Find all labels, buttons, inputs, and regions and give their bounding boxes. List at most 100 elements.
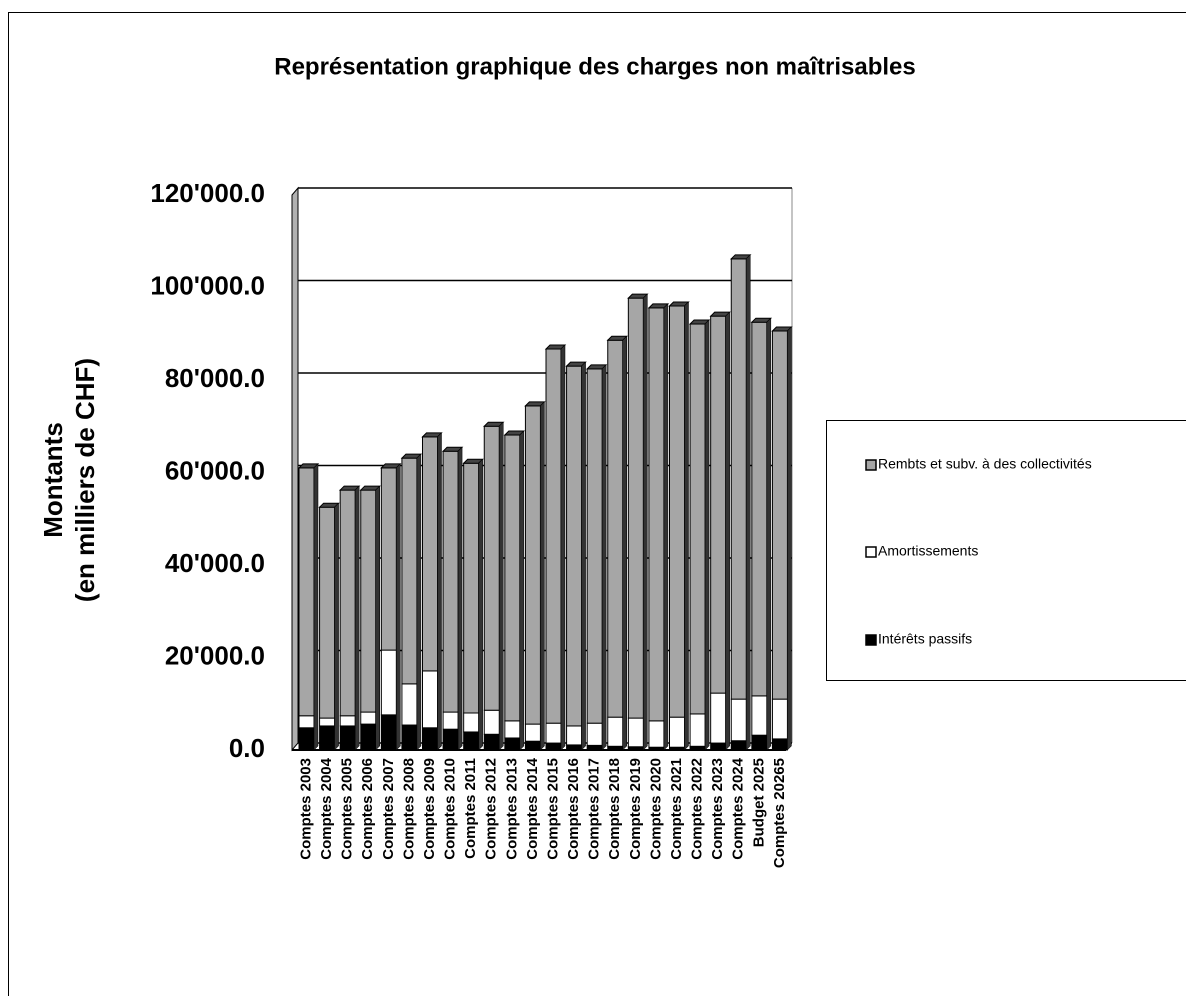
bar-segment — [751, 321, 768, 697]
legend-swatch — [865, 634, 877, 646]
y-axis-title-line: (en milliers de CHF) — [70, 358, 100, 602]
legend-label: Amortissements — [878, 543, 978, 559]
bar-segment — [319, 717, 336, 727]
bar-segment — [380, 649, 397, 716]
bar-segment — [463, 731, 480, 751]
x-tick-label: Comptes 2017 — [586, 758, 603, 860]
side-wall — [291, 186, 299, 752]
bar-side — [581, 361, 586, 751]
bar-segment — [463, 462, 480, 714]
x-tick-label: Comptes 2018 — [606, 758, 623, 860]
bar-side — [519, 430, 525, 751]
bar-segment — [710, 692, 727, 744]
bar-segment — [566, 725, 583, 746]
bar-segment — [710, 315, 727, 694]
x-tick-label: Comptes 2010 — [442, 758, 459, 860]
y-tick-label: 20'000.0 — [165, 640, 265, 670]
y-tick-label: 120'000.0 — [150, 178, 265, 208]
legend-label: Intérêts passifs — [878, 631, 972, 647]
bar-segment — [339, 725, 356, 751]
bar-side — [601, 364, 607, 751]
x-tick-label: Comptes 2015 — [544, 758, 561, 860]
bar-segment — [607, 339, 624, 718]
x-tick-label: Comptes 2011 — [462, 758, 479, 859]
bar-segment — [483, 733, 500, 751]
bar-segment — [360, 489, 377, 713]
bar-side — [663, 303, 669, 751]
x-tick-label: Comptes 2016 — [565, 758, 582, 860]
bar-segment — [524, 740, 541, 751]
bar-side — [766, 317, 772, 751]
x-tick-label: Comptes 2024 — [730, 757, 747, 859]
bar-side — [622, 335, 627, 751]
bar-segment — [648, 307, 665, 722]
bar-segment — [298, 727, 315, 751]
x-tick-label: Comptes 2004 — [318, 757, 335, 859]
bar-segment — [380, 714, 397, 751]
bar-segment — [524, 723, 541, 742]
bar-segment — [463, 712, 480, 733]
bar-side — [416, 453, 422, 751]
bar-side — [725, 311, 730, 751]
bar-segment — [566, 744, 583, 751]
bar-side — [684, 301, 689, 751]
bar-segment — [730, 740, 747, 751]
bar-segment — [689, 745, 706, 751]
bar-segment — [566, 365, 583, 727]
y-tick-label: 40'000.0 — [165, 548, 265, 578]
bar-segment — [586, 722, 603, 746]
x-tick-label: Comptes 2009 — [421, 758, 438, 860]
x-tick-label: Comptes 2013 — [503, 758, 520, 860]
bar-segment — [648, 720, 665, 748]
bar-side — [704, 319, 710, 751]
bar-segment — [751, 734, 768, 751]
x-tick-label: Comptes 2003 — [297, 758, 314, 860]
y-tick-label: 0.0 — [229, 733, 265, 763]
bar-side — [787, 326, 792, 751]
x-tick-label: Comptes 2020 — [647, 758, 664, 860]
x-tick-label: Comptes 2007 — [380, 758, 397, 860]
bar-segment — [586, 368, 603, 724]
bar-side — [354, 485, 360, 751]
bar-segment — [730, 258, 747, 700]
bar-segment — [483, 425, 500, 711]
bar-segment — [669, 716, 685, 748]
legend-label: Rembts et subv. à des collectivités — [878, 456, 1092, 472]
x-tick-label: Comptes 2019 — [627, 758, 644, 860]
bar-segment — [627, 717, 644, 748]
bar-segment — [607, 716, 624, 747]
bar-side — [334, 502, 339, 751]
bar-segment — [627, 297, 644, 719]
bar-segment — [483, 709, 500, 735]
x-tick-label: Comptes 2006 — [359, 758, 376, 860]
bar-side — [560, 344, 566, 751]
legend — [826, 420, 1186, 681]
bar-segment — [360, 723, 377, 751]
bar-segment — [771, 330, 788, 700]
y-tick-label: 60'000.0 — [165, 455, 265, 485]
y-tick-label: 100'000.0 — [150, 270, 265, 300]
bar-segment — [442, 711, 459, 730]
bar-segment — [298, 467, 315, 717]
bar-segment — [689, 323, 706, 715]
bar-segment — [401, 724, 418, 751]
y-axis-title: Montants (en milliers de CHF) — [38, 358, 100, 602]
bar-segment — [360, 711, 377, 725]
bar-side — [478, 458, 483, 751]
bar-side — [396, 463, 401, 751]
bar-segment — [504, 434, 521, 722]
bar-segment — [586, 744, 603, 751]
x-tick-label: Comptes 20265 — [771, 758, 788, 868]
bar-segment — [401, 457, 418, 685]
bar-segment — [401, 683, 418, 726]
bar-segment — [545, 742, 562, 751]
bar-segment — [607, 745, 624, 751]
y-tick-label: 80'000.0 — [165, 363, 265, 393]
bar-segment — [669, 305, 685, 718]
bar-segment — [422, 727, 438, 751]
bar-segment — [504, 720, 521, 739]
bar-side — [746, 254, 751, 751]
bar-segment — [545, 722, 562, 744]
x-tick-label: Comptes 2008 — [400, 758, 417, 860]
